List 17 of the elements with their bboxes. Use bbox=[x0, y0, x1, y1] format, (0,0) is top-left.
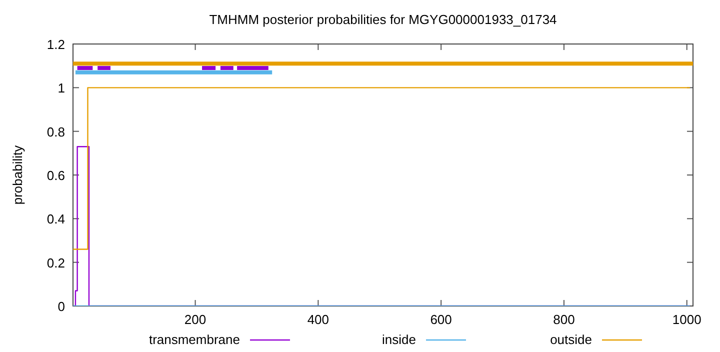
x-tick-label: 200 bbox=[184, 312, 206, 327]
y-tick-label: 0.2 bbox=[46, 255, 65, 270]
y-tick-label: 0.6 bbox=[46, 168, 65, 183]
y-tick-label: 1.2 bbox=[46, 37, 65, 52]
chart-title: TMHMM posterior probabilities for MGYG000001933_01734 bbox=[209, 12, 557, 27]
y-tick-label: 0 bbox=[58, 299, 65, 314]
x-tick-label: 800 bbox=[553, 312, 575, 327]
x-tick-label: 400 bbox=[307, 312, 330, 327]
x-tick-label: 1000 bbox=[672, 312, 702, 327]
legend-label: transmembrane bbox=[148, 332, 240, 347]
y-tick-label: 0.8 bbox=[46, 124, 65, 140]
x-tick-label: 600 bbox=[430, 312, 452, 327]
legend-label: inside bbox=[382, 332, 416, 347]
legend-label: outside bbox=[550, 332, 592, 347]
y-tick-label: 0.4 bbox=[46, 212, 65, 227]
y-axis-title: probability bbox=[10, 144, 25, 205]
y-tick-label: 1 bbox=[58, 80, 65, 96]
